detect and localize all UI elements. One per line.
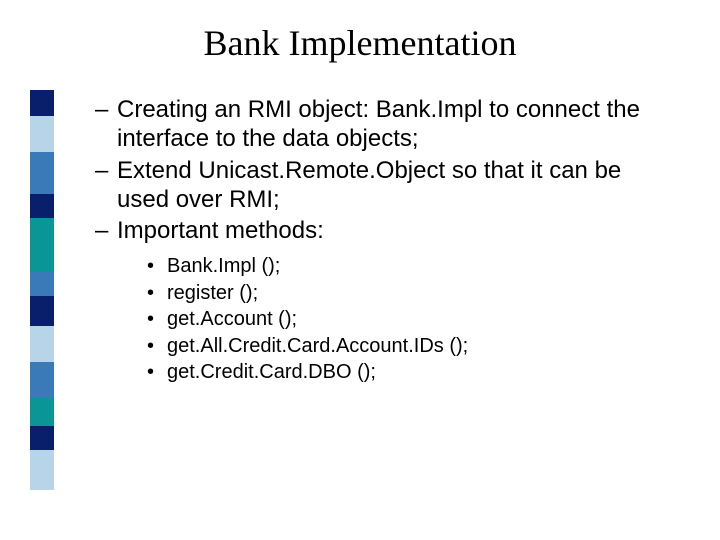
sub-list-item: •get.Credit.Card.DBO (); xyxy=(147,359,675,385)
sub-list-item: •Bank.Impl (); xyxy=(147,253,675,279)
sidebar-block xyxy=(30,152,54,194)
list-item: –Important methods: xyxy=(95,216,675,245)
sidebar-block xyxy=(30,272,54,296)
sidebar-block xyxy=(30,90,54,116)
dot-bullet: • xyxy=(147,333,167,359)
sidebar-block xyxy=(30,426,54,450)
sub-list-item-text: get.Credit.Card.DBO (); xyxy=(167,359,675,385)
bullet-list-level1: –Creating an RMI object: Bank.Impl to co… xyxy=(95,95,675,245)
sidebar-block xyxy=(30,398,54,426)
dot-bullet: • xyxy=(147,359,167,385)
sidebar-block xyxy=(30,296,54,326)
list-item-text: Creating an RMI object: Bank.Impl to con… xyxy=(117,95,675,154)
sidebar-block xyxy=(30,326,54,362)
sidebar-block xyxy=(30,450,54,490)
list-item-text: Extend Unicast.Remote.Object so that it … xyxy=(117,156,675,215)
sidebar-block xyxy=(30,194,54,218)
sidebar-block xyxy=(30,218,54,272)
sub-list-item: •register (); xyxy=(147,280,675,306)
sidebar-block xyxy=(30,116,54,152)
dash-bullet: – xyxy=(95,95,117,154)
list-item: –Extend Unicast.Remote.Object so that it… xyxy=(95,156,675,215)
sub-list-item-text: get.Account (); xyxy=(167,306,675,332)
dot-bullet: • xyxy=(147,306,167,332)
bullet-list-level2: •Bank.Impl ();•register ();•get.Account … xyxy=(147,253,675,385)
sub-list-item-text: register (); xyxy=(167,280,675,306)
sub-list-item-text: get.All.Credit.Card.Account.IDs (); xyxy=(167,333,675,359)
sub-list-item: •get.Account (); xyxy=(147,306,675,332)
dot-bullet: • xyxy=(147,253,167,279)
dash-bullet: – xyxy=(95,156,117,215)
dash-bullet: – xyxy=(95,216,117,245)
list-item: –Creating an RMI object: Bank.Impl to co… xyxy=(95,95,675,154)
sub-list-item-text: Bank.Impl (); xyxy=(167,253,675,279)
decorative-sidebar xyxy=(30,90,54,490)
sidebar-block xyxy=(30,362,54,398)
page-title: Bank Implementation xyxy=(0,22,720,64)
list-item-text: Important methods: xyxy=(117,216,675,245)
dot-bullet: • xyxy=(147,280,167,306)
slide-content: –Creating an RMI object: Bank.Impl to co… xyxy=(95,95,675,385)
sub-list-item: •get.All.Credit.Card.Account.IDs (); xyxy=(147,333,675,359)
